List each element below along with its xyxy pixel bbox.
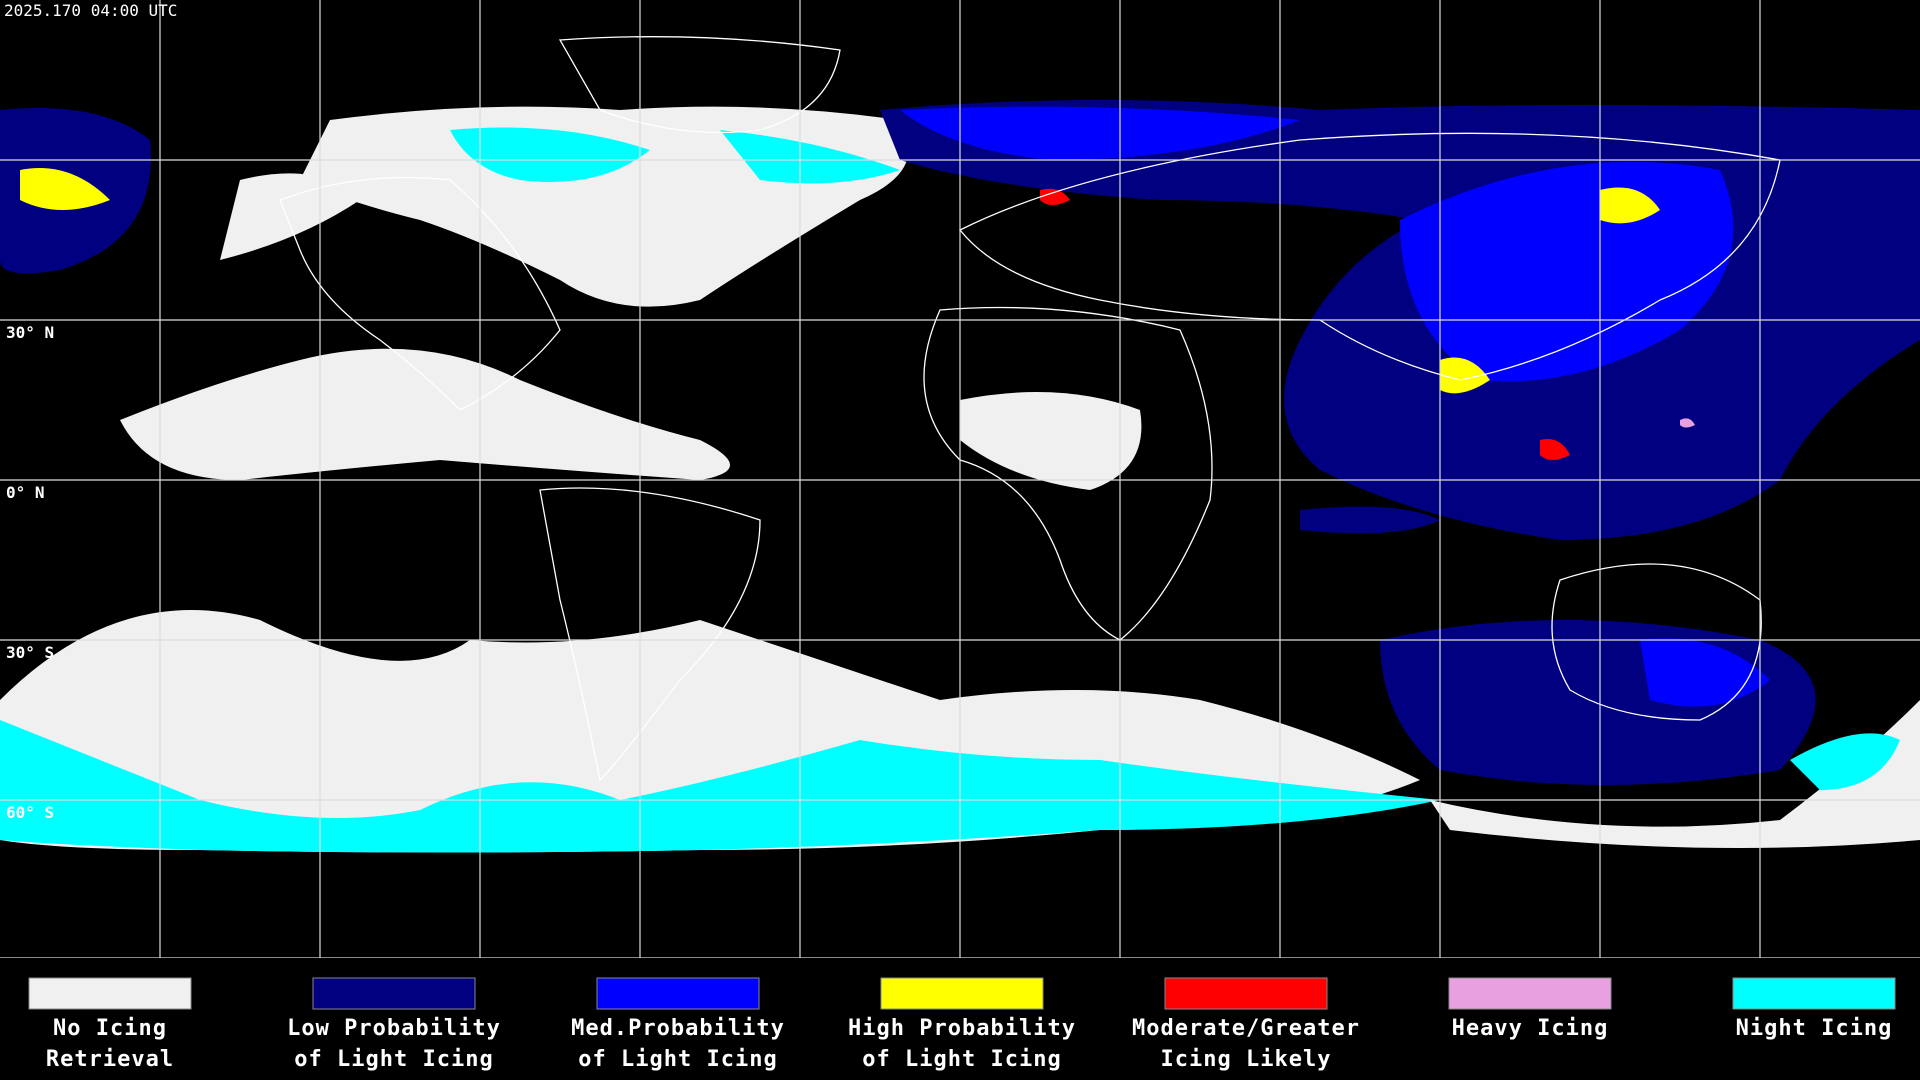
icing-area [1680, 418, 1695, 428]
legend-label: No Icing [53, 1016, 167, 1041]
coastline [539, 487, 761, 782]
legend-label: of Light Icing [862, 1047, 1061, 1072]
cloud [1430, 700, 1920, 848]
legend-label: Heavy Icing [1452, 1016, 1609, 1041]
legend-label: Low Probability [287, 1016, 501, 1041]
legend-label: of Light Icing [294, 1047, 493, 1072]
cloud [450, 127, 650, 182]
latitude-label: 0° N [6, 483, 45, 502]
coastline [958, 132, 1781, 381]
coastline [279, 176, 561, 411]
legend-swatch [880, 977, 1044, 1010]
icing-area [1300, 506, 1440, 534]
legend-label: Med.Probability [571, 1016, 785, 1041]
icing-area [1380, 620, 1816, 785]
icing-area [1440, 357, 1490, 394]
latitude-labels: 30° N 0° N 30° S 60° S [6, 323, 54, 822]
legend-label: Night Icing [1736, 1016, 1893, 1041]
latitude-label: 30° N [6, 323, 54, 342]
legend-label: High Probability [848, 1016, 1076, 1041]
icing-area [900, 106, 1300, 160]
night-cloud [1790, 733, 1900, 790]
legend-label: Retrieval [46, 1047, 174, 1072]
timestamp: 2025.170 04:00 UTC [4, 1, 177, 20]
legend-swatch [596, 977, 760, 1010]
cloud [220, 173, 360, 260]
cloud [960, 392, 1142, 490]
legend-swatch [1164, 977, 1328, 1010]
cloud [120, 348, 730, 480]
icing-area [1540, 439, 1570, 460]
coastline [558, 36, 841, 134]
icing-area [1600, 187, 1660, 224]
latitude-label: 60° S [6, 803, 54, 822]
legend-label: of Light Icing [578, 1047, 777, 1072]
legend-label: Icing Likely [1161, 1047, 1332, 1072]
legend-swatch [1448, 977, 1612, 1010]
cloud [720, 130, 900, 184]
legend-swatch [1732, 977, 1896, 1010]
icing-area [1640, 638, 1770, 707]
legend-label: Moderate/Greater [1132, 1016, 1360, 1041]
icing-area [20, 168, 110, 210]
latitude-label: 30° S [6, 643, 54, 662]
icing-area [1040, 188, 1070, 205]
night-cloud [0, 720, 1440, 853]
legend-swatch [312, 977, 476, 1010]
legend-swatch [28, 977, 192, 1010]
legend: No Icing Retrieval Low Probability of Light… [28, 977, 1896, 1072]
coastline [1551, 563, 1762, 721]
icing-area [1400, 161, 1734, 382]
